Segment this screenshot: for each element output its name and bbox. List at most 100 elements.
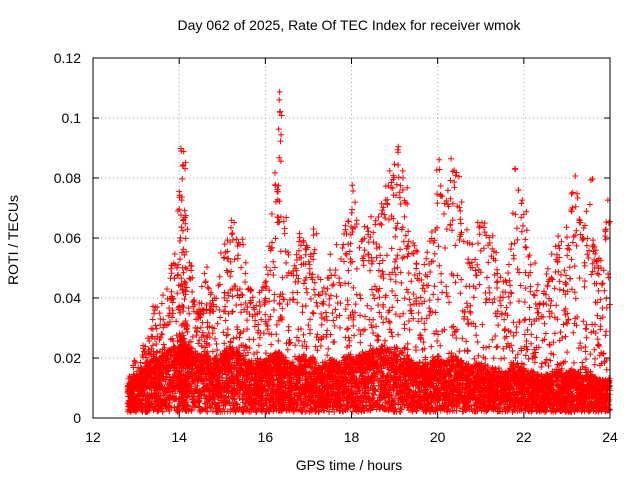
data-point xyxy=(375,214,382,221)
data-point xyxy=(214,320,221,327)
x-tick-label: 24 xyxy=(602,429,618,445)
data-point xyxy=(365,228,372,235)
data-point xyxy=(271,264,278,271)
data-point xyxy=(173,332,180,339)
data-point xyxy=(310,250,317,257)
data-point xyxy=(395,331,402,338)
data-point xyxy=(271,291,278,298)
data-point xyxy=(349,206,356,213)
y-tick-label: 0.08 xyxy=(54,170,81,186)
data-point xyxy=(275,214,282,221)
data-point xyxy=(326,267,333,274)
data-point xyxy=(310,225,317,232)
data-point xyxy=(182,235,189,242)
data-point xyxy=(165,386,172,393)
data-point xyxy=(319,300,326,307)
data-point xyxy=(394,264,401,271)
data-point xyxy=(138,400,145,407)
data-point xyxy=(215,282,222,289)
y-tick-labels: 00.020.040.060.080.10.12 xyxy=(54,50,81,426)
data-point xyxy=(176,206,183,213)
data-point xyxy=(151,385,158,392)
data-point xyxy=(244,317,251,324)
data-point xyxy=(166,310,173,317)
data-point xyxy=(178,197,185,204)
data-point xyxy=(369,258,376,265)
data-point xyxy=(267,313,274,320)
data-point xyxy=(181,296,188,303)
data-point xyxy=(250,336,257,343)
data-point xyxy=(324,327,331,334)
data-point xyxy=(395,162,402,169)
data-point xyxy=(159,292,166,299)
x-tick-label: 16 xyxy=(258,429,274,445)
data-point xyxy=(216,273,223,280)
data-point xyxy=(345,267,352,274)
data-point xyxy=(403,286,410,293)
data-point xyxy=(266,330,273,337)
data-point xyxy=(135,364,142,371)
data-point xyxy=(159,408,166,415)
data-point xyxy=(133,383,140,390)
data-point xyxy=(170,310,177,317)
data-point xyxy=(380,319,387,326)
data-point xyxy=(153,325,160,332)
data-point xyxy=(224,297,231,304)
data-point xyxy=(217,314,224,321)
data-point xyxy=(175,261,182,268)
data-point xyxy=(168,270,175,277)
data-point xyxy=(156,371,163,378)
data-point xyxy=(133,394,140,401)
data-point xyxy=(270,271,277,278)
data-point xyxy=(247,300,254,307)
data-point xyxy=(277,138,284,145)
data-point xyxy=(309,271,316,278)
data-point xyxy=(266,298,273,305)
data-point xyxy=(325,345,332,352)
data-point xyxy=(358,238,365,245)
data-point xyxy=(271,169,278,176)
data-point xyxy=(352,301,359,308)
data-point xyxy=(156,390,163,397)
data-point xyxy=(296,234,303,241)
data-point xyxy=(350,187,357,194)
data-point xyxy=(178,275,185,282)
data-point xyxy=(372,217,379,224)
data-point xyxy=(399,167,406,174)
data-point xyxy=(281,230,288,237)
data-point xyxy=(395,174,402,181)
data-point xyxy=(372,221,379,228)
x-tick-label: 12 xyxy=(85,429,101,445)
data-point xyxy=(129,397,136,404)
data-point xyxy=(307,316,314,323)
data-point xyxy=(400,175,407,182)
data-point xyxy=(324,285,331,292)
data-point xyxy=(260,330,267,337)
data-point xyxy=(331,322,338,329)
data-point xyxy=(400,254,407,261)
data-point xyxy=(397,200,404,207)
data-point xyxy=(300,331,307,338)
data-point xyxy=(336,275,343,282)
data-point xyxy=(314,303,321,310)
data-point xyxy=(179,227,186,234)
data-point xyxy=(368,305,375,312)
data-point xyxy=(173,356,180,363)
data-point xyxy=(356,291,363,298)
data-point xyxy=(169,299,176,306)
data-point xyxy=(275,182,282,189)
data-point xyxy=(180,246,187,253)
data-point xyxy=(125,393,132,400)
data-point xyxy=(177,234,184,241)
data-point xyxy=(174,290,181,297)
data-point xyxy=(149,326,156,333)
data-point xyxy=(368,213,375,220)
data-point xyxy=(275,126,282,133)
data-point xyxy=(345,218,352,225)
data-point xyxy=(368,260,375,267)
data-point xyxy=(222,303,229,310)
data-point xyxy=(343,251,350,258)
data-point xyxy=(176,303,183,310)
data-point xyxy=(141,348,148,355)
data-point xyxy=(162,377,169,384)
